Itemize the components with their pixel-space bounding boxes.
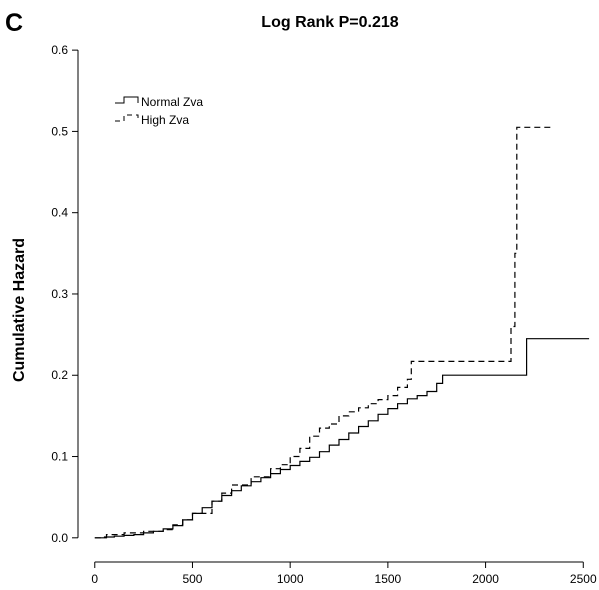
panel-label: C xyxy=(5,9,23,37)
x-tick-label: 2500 xyxy=(570,572,597,586)
x-tick-label: 1000 xyxy=(277,572,304,586)
y-tick-label: 0.1 xyxy=(51,450,68,464)
series-line-normal-zva xyxy=(94,338,590,539)
x-tick-label: 0 xyxy=(91,572,98,586)
legend-swatch-high-zva xyxy=(115,114,139,122)
y-tick-label: 0.5 xyxy=(51,124,68,138)
x-tick-label: 500 xyxy=(182,572,202,586)
legend-label-normal-zva: Normal Zva xyxy=(141,95,203,109)
legend-label-high-zva: High Zva xyxy=(141,113,189,127)
x-tick-label: 2000 xyxy=(472,572,499,586)
legend: Normal Zva High Zva xyxy=(115,95,203,127)
series-layer xyxy=(94,126,590,539)
y-axis-label: Cumulative Hazard xyxy=(11,238,28,382)
y-tick-label: 0.0 xyxy=(51,531,68,545)
y-tick-label: 0.4 xyxy=(51,206,68,220)
series-line-high-zva xyxy=(94,126,552,539)
y-tick-label: 0.2 xyxy=(51,368,68,382)
y-axis-ticks: 0.0 0.1 0.2 0.3 0.4 0.5 0.6 xyxy=(51,43,78,545)
legend-swatch-normal-zva xyxy=(115,96,139,104)
chart-title: Log Rank P=0.218 xyxy=(261,14,398,31)
x-axis-ticks: 0 500 1000 1500 2000 2500 xyxy=(91,562,597,586)
x-tick-label: 1500 xyxy=(375,572,402,586)
y-tick-label: 0.3 xyxy=(51,287,68,301)
y-tick-label: 0.6 xyxy=(51,43,68,57)
